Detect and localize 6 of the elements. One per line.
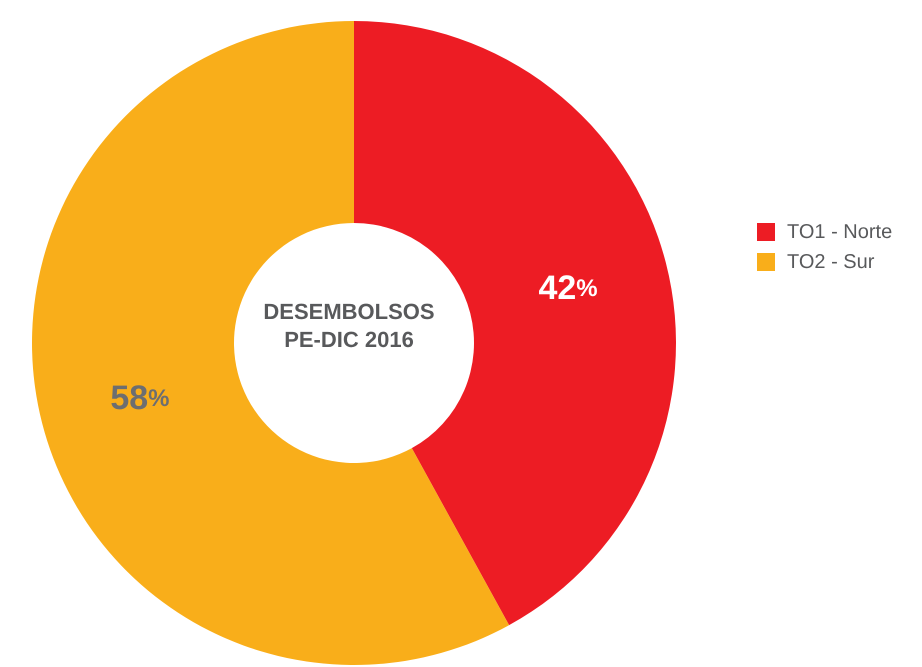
legend-label: TO2 - Sur (787, 250, 874, 274)
data-label: 42% (538, 269, 598, 308)
legend-label: TO1 - Norte (787, 220, 892, 244)
text: DESEMBOLSOS PE-DIC 2016 (262, 298, 436, 354)
data-label: 58% (110, 378, 170, 417)
donut-slice (32, 21, 510, 665)
